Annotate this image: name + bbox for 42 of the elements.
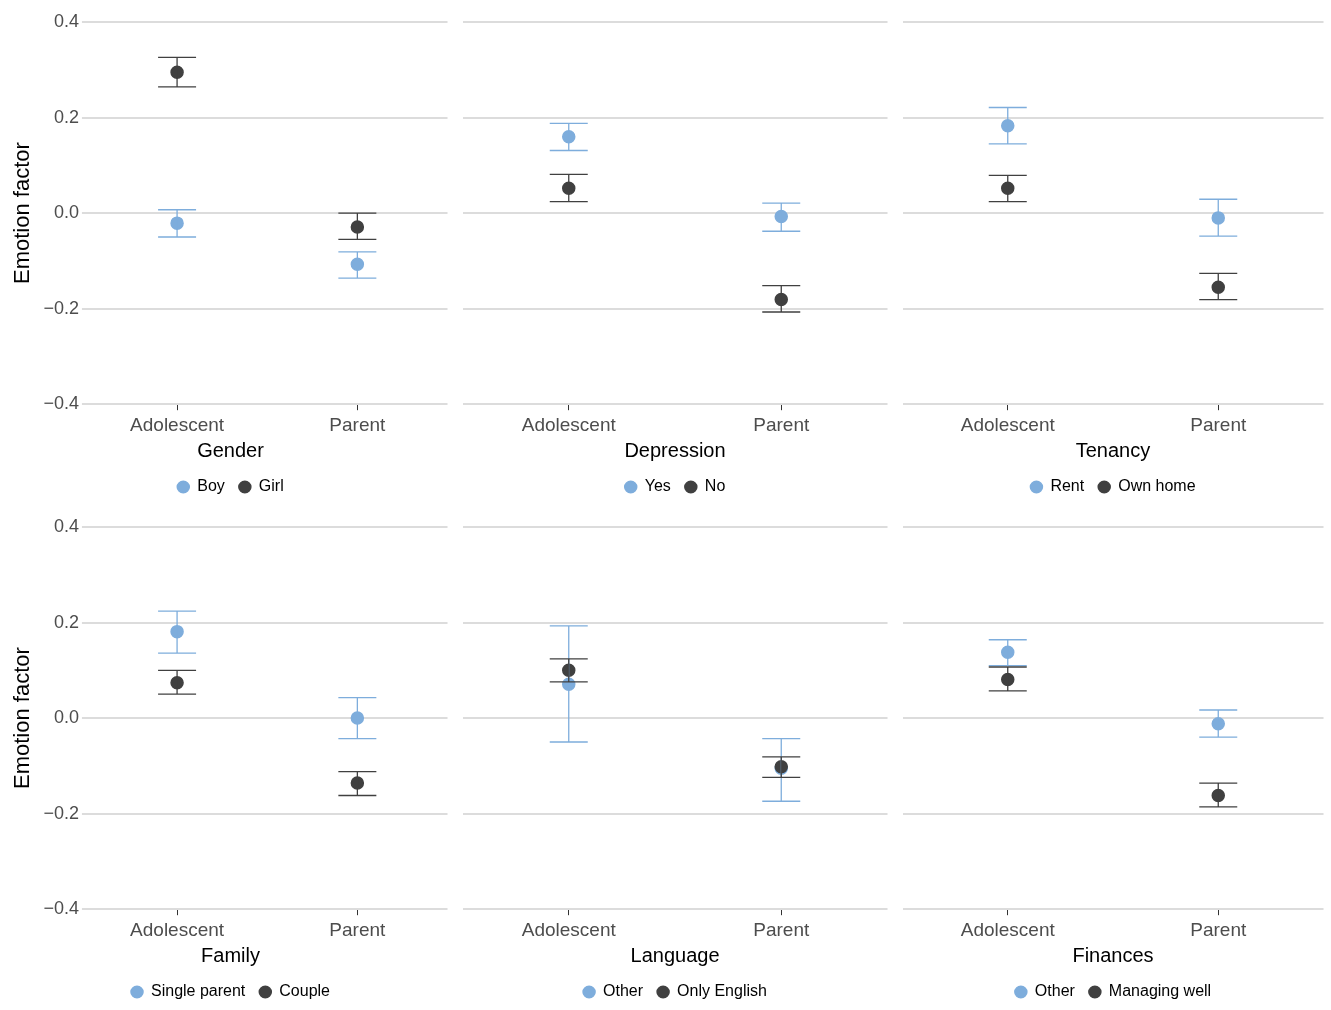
y-tick-label: −0.2: [43, 802, 79, 823]
y-tick-label: −0.2: [43, 297, 79, 318]
legend-title: Family: [201, 943, 260, 966]
legend-label: Couple: [279, 982, 331, 1000]
y-tick-label: −0.4: [43, 898, 79, 919]
legend-title: Finances: [1072, 943, 1154, 966]
legend-label: Rent: [1050, 477, 1085, 495]
x-tick-label: Parent: [753, 413, 810, 435]
x-tick-label: Parent: [329, 413, 387, 435]
x-tick-label: Parent: [1190, 918, 1247, 940]
legend-label: Boy: [197, 477, 225, 495]
legend-label: Managing well: [1108, 982, 1212, 1000]
y-tick-label: 0.4: [53, 10, 79, 31]
x-tick-label: Adolescent: [960, 918, 1056, 940]
x-tick-label: Adolescent: [960, 413, 1056, 435]
x-tick-label: Adolescent: [130, 918, 225, 940]
y-tick-label: 0.0: [53, 707, 79, 728]
x-tick-label: Parent: [1190, 413, 1247, 435]
legend-label: Other: [1034, 982, 1076, 1000]
legend-label: Own home: [1118, 477, 1196, 495]
x-tick-label: Adolescent: [130, 413, 225, 435]
x-tick-label: Adolescent: [521, 918, 617, 940]
y-tick-label: 0.2: [53, 106, 79, 127]
legend-label: Other: [603, 982, 644, 1000]
legend-title: Depression: [624, 438, 726, 461]
y-tick-label: 0.2: [53, 611, 79, 632]
legend-label: No: [704, 477, 726, 495]
legend-label: Single parent: [151, 982, 246, 1000]
legend-title: Language: [630, 943, 720, 966]
legend-label: Girl: [258, 477, 284, 495]
y-axis-title: Emotion factor: [9, 647, 35, 790]
legend-title: Gender: [197, 438, 265, 461]
legend-label: Only English: [677, 982, 767, 1000]
y-tick-label: 0.4: [53, 515, 79, 536]
y-tick-label: 0.0: [53, 202, 79, 223]
y-axis-title: Emotion factor: [9, 142, 35, 285]
legend-label: Yes: [644, 477, 671, 495]
y-tick-label: −0.4: [43, 393, 79, 414]
x-tick-label: Adolescent: [521, 413, 617, 435]
legend-title: Tenancy: [1075, 438, 1151, 461]
x-tick-label: Parent: [329, 918, 387, 940]
x-tick-label: Parent: [753, 918, 810, 940]
